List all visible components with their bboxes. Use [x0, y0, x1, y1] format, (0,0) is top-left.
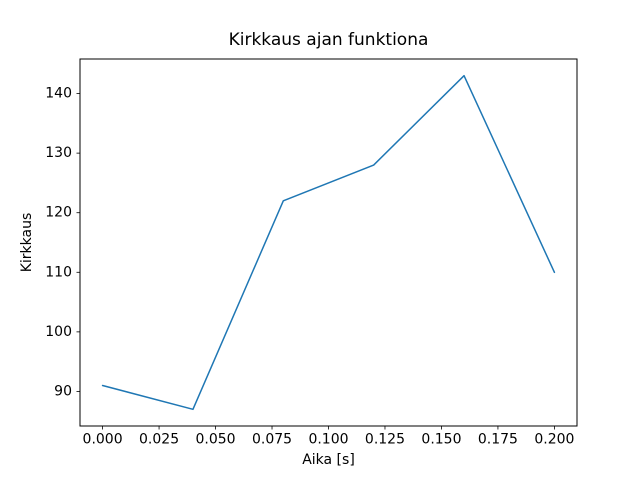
- chart-title: Kirkkaus ajan funktiona: [229, 30, 429, 50]
- x-tick-label: 0.125: [365, 432, 405, 448]
- x-tick-label: 0.075: [252, 432, 292, 448]
- plot-border: [79, 58, 578, 427]
- generated-chart-content: 0.000 0.025 0.050 0.075 0.100 0.125 0.150 0.175…: [45, 74, 574, 448]
- y-tick-label: 120: [45, 205, 72, 221]
- y-tick-label: 100: [45, 324, 72, 340]
- y-axis-label: Kirkkaus: [19, 213, 35, 273]
- y-tick-label: 130: [45, 145, 72, 161]
- x-tick-label: 0.000: [83, 432, 123, 448]
- x-tick-label: 0.050: [195, 432, 235, 448]
- y-tick-label: 110: [45, 264, 72, 280]
- x-tick-label: 0.100: [308, 432, 348, 448]
- x-tick-label: 0.150: [421, 432, 461, 448]
- data-line: [101, 74, 556, 411]
- x-tick-label: 0.025: [139, 432, 179, 448]
- x-axis-label: Aika [s]: [302, 452, 355, 468]
- y-tick-label: 140: [45, 86, 72, 102]
- x-tick-label: 0.175: [478, 432, 518, 448]
- x-tick-label: 0.200: [534, 432, 574, 448]
- y-tick-label: 90: [54, 383, 72, 399]
